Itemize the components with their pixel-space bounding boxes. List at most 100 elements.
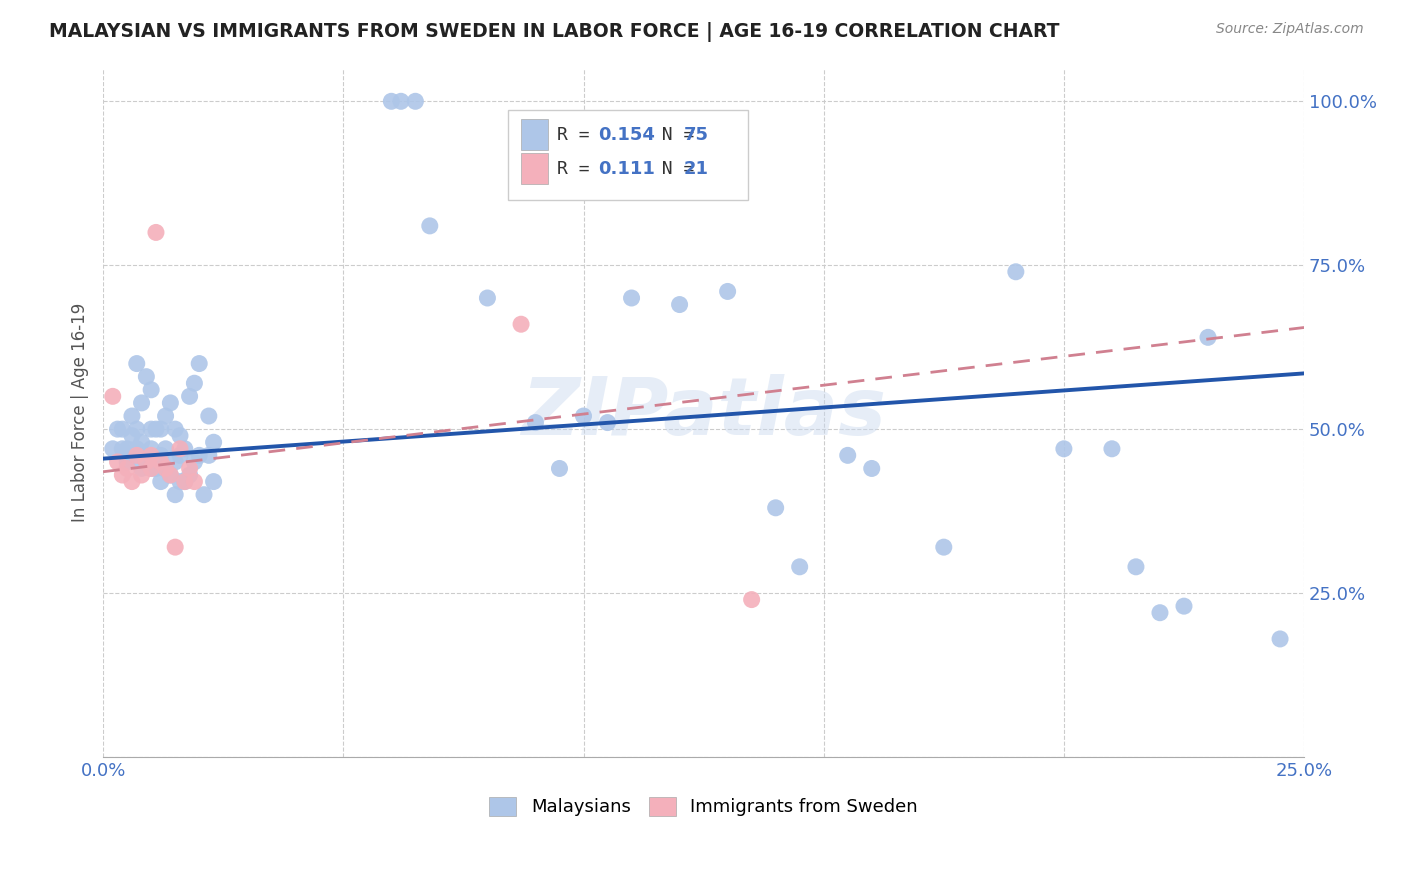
Point [404,95,426,109]
Point [169,442,191,456]
Legend: Malaysians, Immigrants from Sweden: Malaysians, Immigrants from Sweden [482,789,925,823]
Point [596,416,619,430]
Point [183,376,205,391]
Point [765,500,787,515]
Point [188,448,211,462]
Point [165,455,187,469]
Point [125,442,148,456]
Point [149,475,172,489]
Point [141,461,163,475]
Text: 21: 21 [683,160,709,178]
Point [1197,330,1219,344]
Point [1268,632,1291,646]
Point [477,291,499,305]
Point [121,428,143,442]
Point [202,475,225,489]
Point [173,442,195,456]
Point [131,461,153,475]
Point [789,559,811,574]
Point [145,422,167,436]
Point [524,416,547,430]
Point [389,95,412,109]
Point [837,448,859,462]
Point [101,389,124,403]
Point [135,455,157,469]
Point [107,422,129,436]
Point [149,422,172,436]
Point [125,422,148,436]
Text: ZIPatlas: ZIPatlas [522,374,886,451]
Point [620,291,643,305]
Point [159,468,181,483]
Point [131,396,153,410]
Point [121,448,143,462]
Point [141,383,163,397]
Point [179,461,201,475]
Point [145,461,167,475]
Point [183,455,205,469]
Point [155,461,177,475]
Point [179,389,201,403]
Y-axis label: In Labor Force | Age 16-19: In Labor Force | Age 16-19 [72,303,89,523]
Point [173,475,195,489]
Point [111,442,134,456]
Point [169,448,191,462]
Point [125,448,148,462]
Point [131,435,153,450]
Point [149,455,172,469]
Point [107,455,129,469]
Point [1005,265,1028,279]
Point [165,488,187,502]
Point [668,297,690,311]
Point [419,219,441,233]
Point [193,488,215,502]
Point [115,442,138,456]
Point [141,461,163,475]
Point [1101,442,1123,456]
Point [115,461,138,475]
Point [198,448,221,462]
Point [169,428,191,442]
Point [169,475,191,489]
Point [121,409,143,423]
Point [165,540,187,554]
Point [860,461,883,475]
Point [111,468,134,483]
Point [155,461,177,475]
Text: R =: R = [557,160,600,178]
Point [101,442,124,456]
Point [179,468,201,483]
Point [141,422,163,436]
Point [125,357,148,371]
Point [141,442,163,456]
Point [149,448,172,462]
Point [932,540,955,554]
Point [115,455,138,469]
Text: Source: ZipAtlas.com: Source: ZipAtlas.com [1216,22,1364,37]
Point [202,435,225,450]
Point [111,422,134,436]
Point [155,409,177,423]
Point [155,442,177,456]
Point [188,357,211,371]
Point [141,448,163,462]
Point [380,95,402,109]
Point [131,468,153,483]
Point [165,422,187,436]
Point [741,592,763,607]
Text: N =: N = [640,160,706,178]
Point [510,317,533,331]
Point [548,461,571,475]
Text: R =: R = [557,126,600,144]
Point [183,475,205,489]
Text: 75: 75 [683,126,709,144]
Point [1053,442,1076,456]
Point [1173,599,1195,614]
Point [159,396,181,410]
Text: MALAYSIAN VS IMMIGRANTS FROM SWEDEN IN LABOR FORCE | AGE 16-19 CORRELATION CHART: MALAYSIAN VS IMMIGRANTS FROM SWEDEN IN L… [49,22,1060,42]
Point [121,475,143,489]
Text: 0.111: 0.111 [599,160,655,178]
Point [1125,559,1147,574]
Text: 0.154: 0.154 [599,126,655,144]
Text: N =: N = [640,126,706,144]
